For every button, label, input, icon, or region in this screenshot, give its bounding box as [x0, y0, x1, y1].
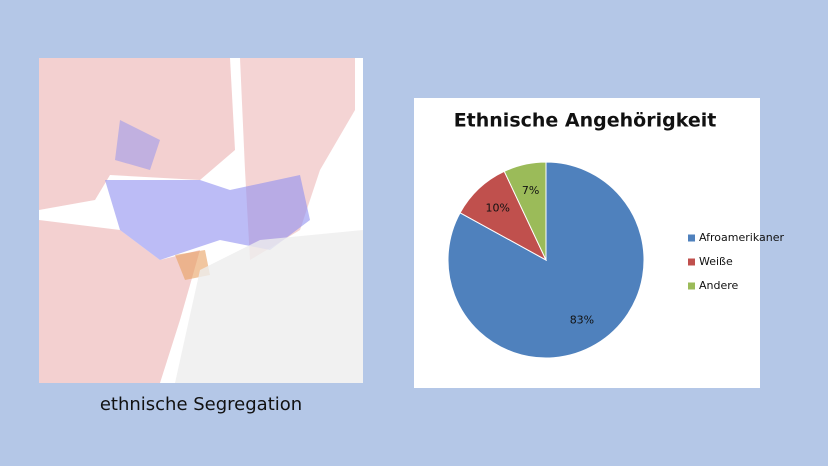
map-region — [175, 230, 363, 383]
map-region — [115, 120, 160, 170]
data-label: 10% — [485, 202, 509, 215]
legend-label: Andere — [699, 279, 739, 292]
pie-slice — [503, 161, 547, 261]
data-label: 7% — [522, 184, 539, 197]
legend-swatch — [688, 258, 695, 266]
legend-label: Weiße — [699, 255, 733, 268]
map-caption: ethnische Segregation — [100, 394, 302, 415]
legend-swatch — [688, 282, 695, 290]
chart-title: Ethnische Angehörigkeit — [454, 110, 717, 132]
legend-label: Afroamerikaner — [699, 231, 784, 244]
data-label: 83% — [570, 314, 594, 327]
legend-swatch — [688, 234, 695, 242]
pie-slice — [447, 161, 645, 359]
segregation-map — [39, 58, 363, 383]
map-region — [105, 175, 310, 260]
map-region — [39, 220, 200, 383]
